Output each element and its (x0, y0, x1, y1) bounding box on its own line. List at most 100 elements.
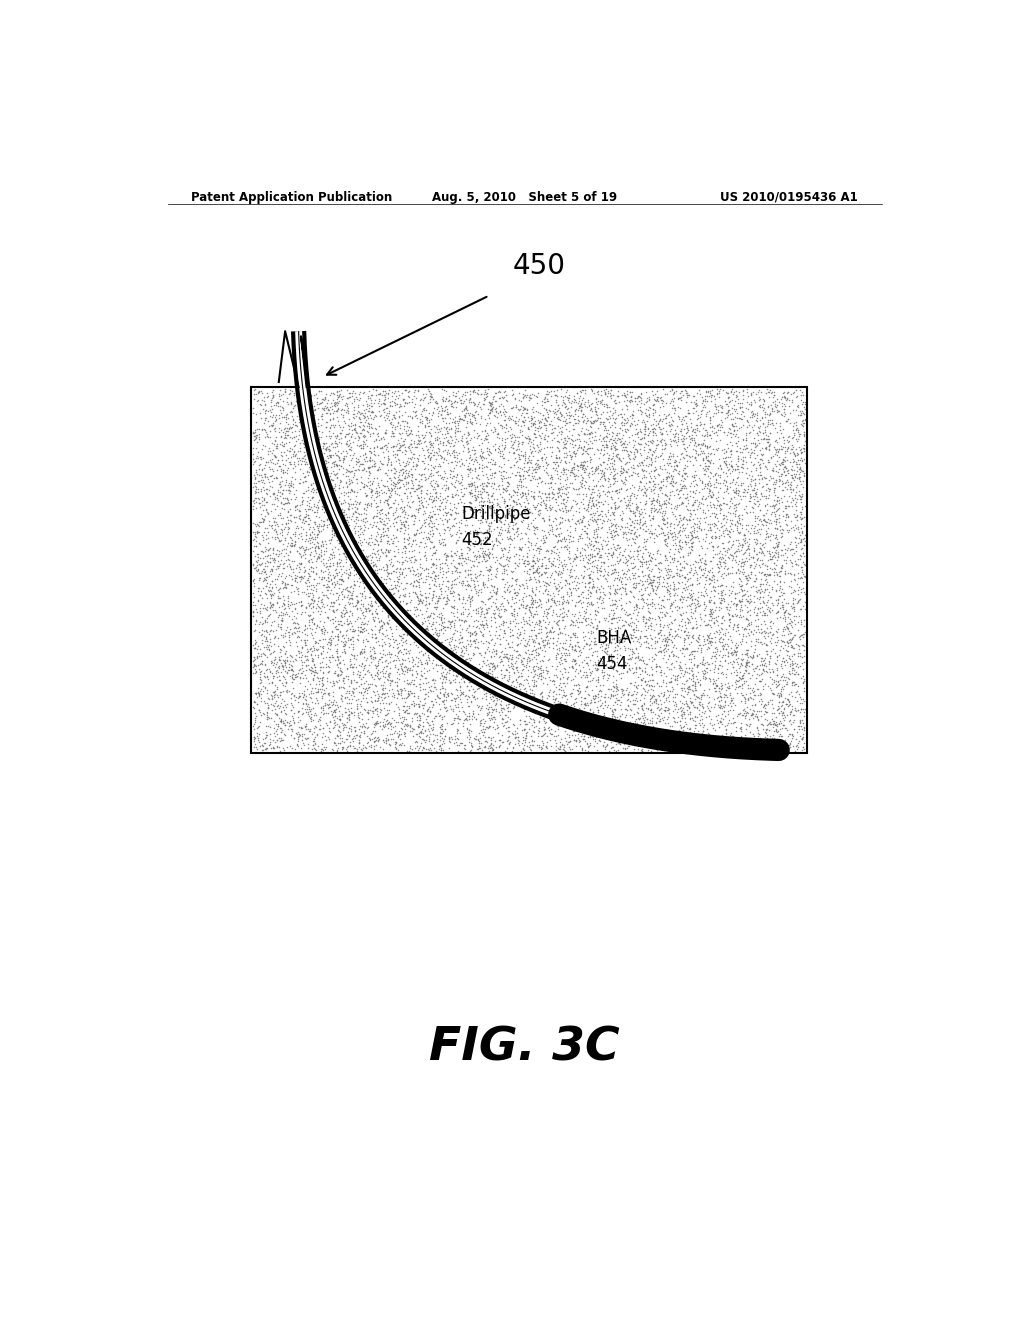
Point (330, 387, 346, 408)
Point (417, 619, 433, 640)
Point (437, 503, 454, 524)
Point (558, 432, 574, 453)
Point (705, 673, 721, 694)
Point (512, 494, 528, 515)
Point (557, 623, 573, 644)
Point (687, 717, 703, 738)
Point (361, 474, 378, 495)
Point (553, 705, 569, 726)
Point (583, 638, 599, 659)
Point (418, 469, 434, 490)
Point (697, 549, 714, 570)
Point (702, 442, 719, 463)
Point (461, 615, 477, 636)
Point (550, 718, 566, 739)
Point (601, 582, 617, 603)
Point (611, 544, 628, 565)
Point (787, 495, 804, 516)
Point (761, 581, 777, 602)
Point (713, 524, 729, 545)
Point (712, 733, 728, 754)
Point (560, 397, 577, 418)
Point (574, 568, 591, 589)
Point (432, 484, 449, 506)
Point (602, 408, 618, 429)
Point (558, 692, 574, 713)
Point (423, 616, 439, 638)
Point (795, 595, 811, 616)
Point (604, 528, 621, 549)
Point (616, 578, 633, 599)
Point (694, 400, 711, 421)
Point (530, 504, 547, 525)
Point (281, 383, 297, 404)
Point (547, 508, 563, 529)
Point (494, 387, 510, 408)
Point (499, 553, 515, 574)
Point (674, 491, 690, 512)
Point (327, 694, 343, 715)
Point (687, 550, 703, 572)
Point (543, 540, 559, 561)
Point (609, 535, 626, 556)
Point (417, 731, 433, 752)
Point (367, 544, 383, 565)
Point (663, 465, 679, 486)
Point (529, 434, 546, 455)
Point (521, 451, 538, 473)
Point (385, 422, 401, 444)
Point (722, 726, 738, 747)
Point (585, 710, 601, 731)
Point (723, 688, 739, 709)
Point (410, 585, 426, 606)
Point (255, 597, 271, 618)
Point (571, 430, 588, 451)
Point (717, 726, 733, 747)
Point (774, 717, 791, 738)
Point (763, 738, 779, 759)
Point (432, 688, 449, 709)
Point (332, 416, 348, 437)
Point (461, 729, 477, 750)
Point (489, 525, 506, 546)
Point (585, 507, 601, 528)
Point (433, 403, 450, 424)
Point (414, 653, 430, 675)
Point (596, 444, 612, 465)
Point (262, 579, 279, 601)
Point (458, 639, 474, 660)
Point (788, 400, 805, 421)
Point (414, 603, 430, 624)
Point (380, 445, 396, 466)
Point (786, 664, 803, 685)
Point (345, 457, 361, 478)
Point (651, 478, 668, 499)
Point (634, 697, 650, 718)
Point (687, 675, 703, 696)
Point (599, 640, 615, 661)
Point (421, 416, 437, 437)
Point (410, 715, 426, 737)
Point (271, 669, 288, 690)
Point (604, 467, 621, 488)
Point (577, 704, 593, 725)
Point (480, 708, 497, 729)
Point (644, 686, 660, 708)
Point (314, 647, 331, 668)
Point (643, 550, 659, 572)
Point (782, 663, 799, 684)
Point (354, 618, 371, 639)
Point (570, 512, 587, 533)
Point (591, 587, 607, 609)
Point (367, 623, 383, 644)
Point (528, 624, 545, 645)
Point (286, 581, 302, 602)
Point (597, 610, 613, 631)
Point (373, 503, 389, 524)
Point (269, 550, 286, 572)
Point (699, 630, 716, 651)
Point (528, 656, 545, 677)
Point (262, 441, 279, 462)
Point (311, 490, 328, 511)
Point (305, 697, 322, 718)
